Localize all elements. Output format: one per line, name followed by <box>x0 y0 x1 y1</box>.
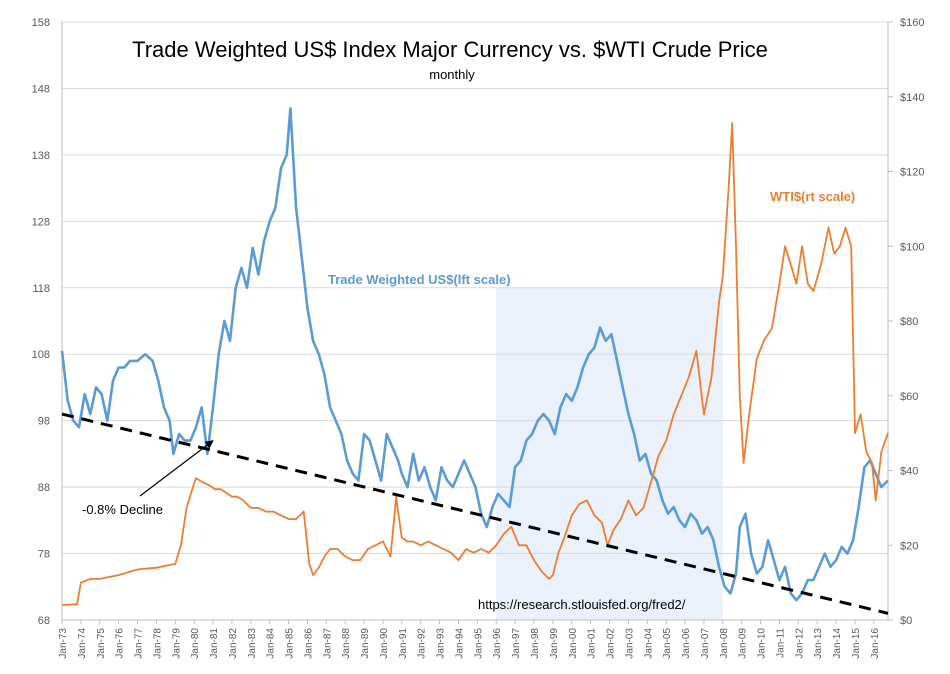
x-tick-label: Jan-09 <box>738 628 749 659</box>
x-tick-label: Jan-98 <box>530 628 541 659</box>
x-tick-label: Jan-97 <box>511 628 522 659</box>
x-tick-label: Jan-16 <box>870 628 881 659</box>
x-tick-label: Jan-76 <box>115 628 126 659</box>
x-tick-label: Jan-74 <box>77 628 88 659</box>
trendline <box>61 412 889 615</box>
decline-annotation: -0.8% Decline <box>82 502 163 517</box>
x-tick-label: Jan-12 <box>794 628 805 659</box>
series-line-wti <box>61 122 889 606</box>
x-tick-label: Jan-88 <box>341 628 352 659</box>
x-tick-label: Jan-06 <box>681 628 692 659</box>
left-tick-label: 68 <box>38 615 50 627</box>
left-tick-label: 148 <box>32 83 50 95</box>
x-tick-label: Jan-99 <box>549 628 560 659</box>
left-axis: 68 78 88 98 108 118 128 138 148 158 <box>32 17 50 627</box>
left-tick-label: 128 <box>32 216 50 228</box>
x-tick-label: Jan-04 <box>643 628 654 659</box>
x-tick-label: Jan-08 <box>719 628 730 659</box>
source-url: https://research.stlouisfed.org/fred2/ <box>478 597 686 612</box>
x-tick-label: Jan-11 <box>775 628 786 658</box>
x-tick-label: Jan-73 <box>58 628 69 659</box>
x-tick-label: Jan-15 <box>851 628 862 659</box>
x-tick-label: Jan-96 <box>492 628 503 659</box>
x-tick-label: Jan-03 <box>624 628 635 659</box>
right-tick-label: $40 <box>900 466 918 478</box>
x-tick-label: Jan-07 <box>700 628 711 659</box>
right-tick-label: $60 <box>900 391 918 403</box>
chart-title: Trade Weighted US$ Index Major Currency … <box>132 37 768 62</box>
x-tick-label: Jan-89 <box>360 628 371 659</box>
left-tick-label: 98 <box>38 416 50 428</box>
right-axis: $0 $20 $40 $60 $80 $100 $120 $140 $160 <box>888 17 924 627</box>
x-axis: Jan-73 Jan-74 Jan-75 Jan-76 Jan-77 Jan-78 Jan-… <box>58 620 881 659</box>
x-tick-label: Jan-75 <box>96 628 107 659</box>
series-layer <box>60 107 889 606</box>
right-tick-label: $20 <box>900 540 918 552</box>
x-tick-label: Jan-13 <box>813 628 824 659</box>
x-tick-label: Jan-05 <box>662 628 673 659</box>
series-label-wti: WTI$(rt scale) <box>770 189 855 204</box>
right-tick-label: $100 <box>900 241 924 253</box>
x-tick-label: Jan-00 <box>568 628 579 659</box>
left-tick-label: 88 <box>38 482 50 494</box>
right-tick-label: $160 <box>900 17 924 29</box>
right-tick-label: $80 <box>900 316 918 328</box>
x-tick-label: Jan-91 <box>398 628 409 659</box>
x-tick-label: Jan-90 <box>379 628 390 659</box>
left-tick-label: 158 <box>32 17 50 29</box>
left-tick-label: 118 <box>32 283 50 295</box>
left-tick-label: 138 <box>32 150 50 162</box>
x-tick-label: Jan-94 <box>454 628 465 659</box>
right-tick-label: $0 <box>900 615 912 627</box>
x-tick-label: Jan-92 <box>417 628 428 659</box>
x-tick-label: Jan-77 <box>134 628 145 659</box>
x-tick-label: Jan-81 <box>209 628 220 659</box>
left-tick-label: 108 <box>32 349 50 361</box>
x-tick-label: Jan-10 <box>757 628 768 659</box>
x-tick-label: Jan-87 <box>322 628 333 659</box>
chart-subtitle: monthly <box>429 67 475 82</box>
series-label-usd: Trade Weighted US$(lft scale) <box>328 272 511 287</box>
decline-arrow <box>139 440 214 497</box>
x-tick-label: Jan-85 <box>285 628 296 659</box>
x-tick-label: Jan-83 <box>247 628 258 659</box>
x-tick-label: Jan-93 <box>436 628 447 659</box>
x-tick-label: Jan-84 <box>266 628 277 659</box>
right-tick-label: $140 <box>900 92 924 104</box>
x-tick-label: Jan-95 <box>473 628 484 659</box>
x-tick-label: Jan-82 <box>228 628 239 659</box>
x-tick-label: Jan-01 <box>587 628 598 659</box>
x-tick-label: Jan-79 <box>171 628 182 659</box>
right-tick-label: $120 <box>900 167 924 179</box>
left-tick-label: 78 <box>38 549 50 561</box>
x-tick-label: Jan-02 <box>606 628 617 659</box>
series-line-usd <box>60 107 889 602</box>
x-tick-label: Jan-14 <box>832 628 843 659</box>
x-tick-label: Jan-78 <box>152 628 163 659</box>
x-tick-label: Jan-80 <box>190 628 201 659</box>
x-tick-label: Jan-86 <box>303 628 314 659</box>
